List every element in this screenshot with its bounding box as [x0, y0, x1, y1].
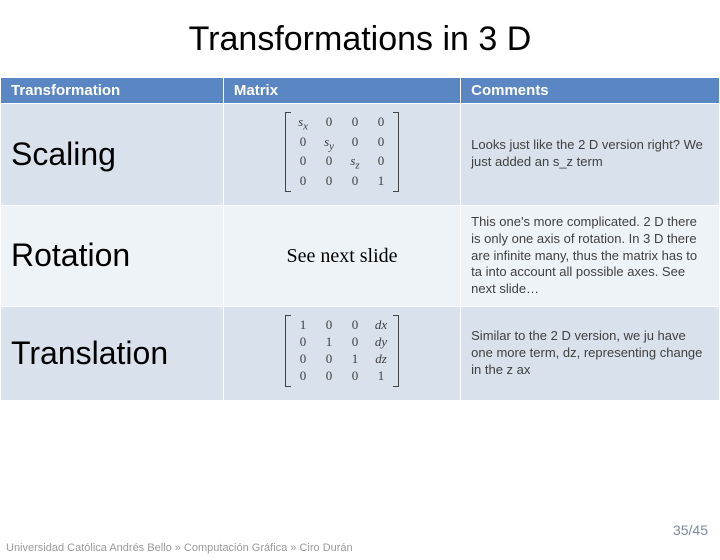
col-comments: Comments	[461, 78, 720, 104]
page-number: 35/45	[673, 522, 708, 538]
rotation-matrix: See next slide	[223, 205, 460, 306]
rotation-name: Rotation	[11, 237, 130, 273]
slide-title: Transformations in 3 D	[0, 20, 720, 59]
translation-matrix: 100dx 010dy 001dz 0001	[223, 307, 460, 400]
scaling-comment: Looks just like the 2 D version right? W…	[461, 104, 720, 206]
see-next-slide-text: See next slide	[286, 245, 397, 267]
transformations-table: Transformation Matrix Comments Scaling s…	[0, 77, 720, 401]
row-rotation: Rotation See next slide This one's more …	[1, 205, 720, 306]
translation-comment: Similar to the 2 D version, we ju have o…	[461, 307, 720, 400]
table-header-row: Transformation Matrix Comments	[1, 78, 720, 104]
col-matrix: Matrix	[223, 78, 460, 104]
scaling-name: Scaling	[11, 136, 116, 172]
translation-name: Translation	[11, 335, 168, 371]
footer-breadcrumb: Universidad Católica Andrés Bello » Comp…	[6, 542, 353, 554]
scaling-matrix: sx000 0sy00 00sz0 0001	[223, 104, 460, 206]
row-translation: Translation 100dx 010dy 001dz 0001 Simil…	[1, 307, 720, 400]
col-transformation: Transformation	[1, 78, 224, 104]
row-scaling: Scaling sx000 0sy00 00sz0 0001 Looks jus…	[1, 104, 720, 206]
rotation-comment: This one's more complicated. 2 D there i…	[461, 205, 720, 306]
